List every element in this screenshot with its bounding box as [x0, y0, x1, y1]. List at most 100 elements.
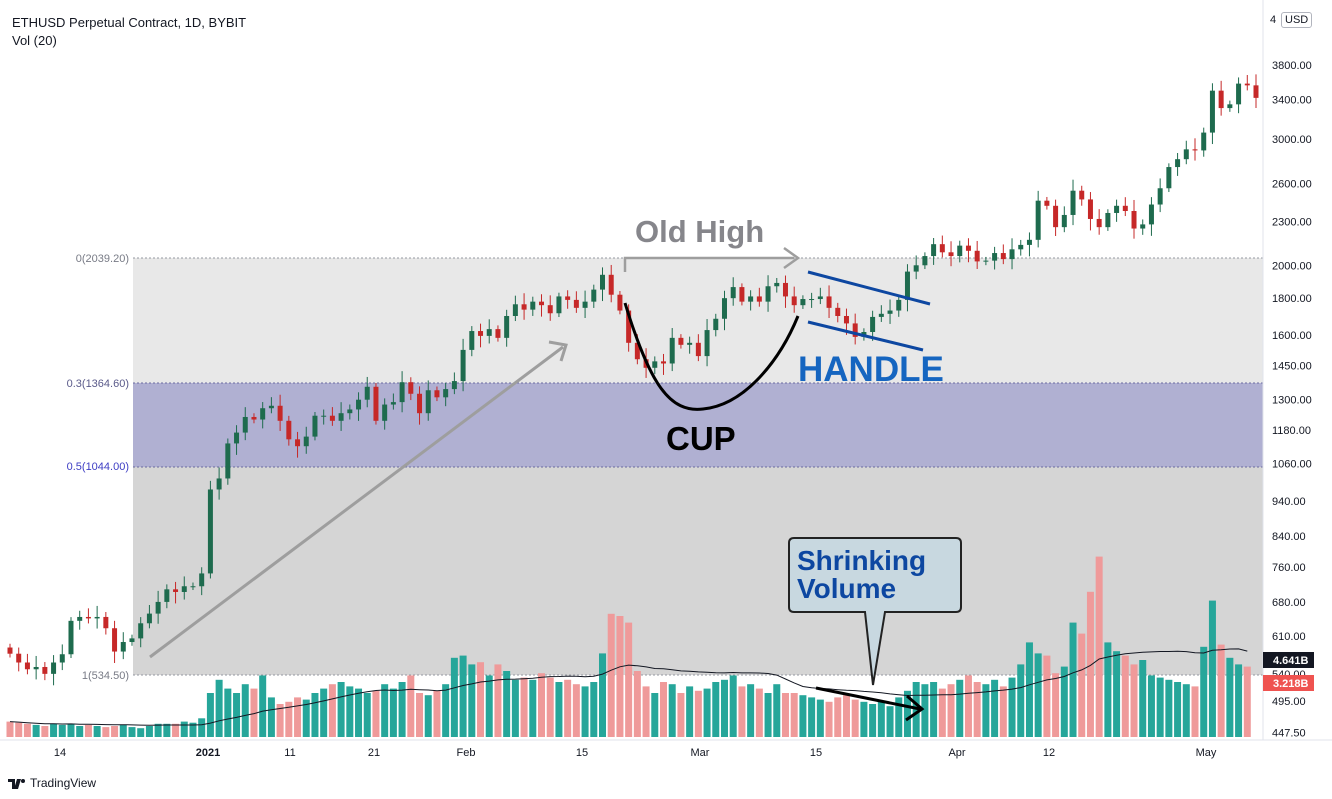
- candle-body: [251, 416, 257, 420]
- volume-bar: [1235, 664, 1243, 737]
- x-tick-label: 11: [284, 747, 295, 759]
- volume-bar: [938, 688, 946, 737]
- y-tick-label: 3800.00: [1272, 60, 1312, 72]
- candle-body: [530, 301, 536, 310]
- candle-body: [225, 443, 231, 479]
- candle-body: [896, 299, 902, 311]
- volume-bar: [189, 722, 197, 737]
- volume-bar: [991, 679, 999, 737]
- volume-bar: [747, 684, 755, 737]
- candle-body: [739, 287, 745, 302]
- candle-body: [1018, 244, 1024, 250]
- volume-bar: [973, 682, 981, 737]
- candle-body: [809, 299, 815, 301]
- volume-bar: [651, 693, 659, 737]
- chart-title: ETHUSD Perpetual Contract, 1D, BYBIT: [12, 15, 247, 30]
- volume-bar: [834, 697, 842, 737]
- candle-body: [347, 409, 353, 414]
- volume-bar: [520, 677, 528, 737]
- volume-bar: [1182, 684, 1190, 737]
- volume-bar: [1191, 686, 1199, 737]
- candle-body: [382, 404, 388, 421]
- candle-body: [904, 271, 910, 300]
- volume-bar: [416, 693, 424, 737]
- candle-body: [565, 296, 571, 300]
- candle-body: [1131, 211, 1137, 229]
- candle-body: [338, 413, 344, 421]
- volume-bar: [154, 723, 162, 737]
- volume-bar: [1034, 653, 1042, 737]
- volume-bar: [145, 726, 153, 737]
- volume-bar: [41, 726, 49, 737]
- candle-body: [451, 381, 457, 390]
- volume-bar: [433, 690, 441, 737]
- candle-body: [469, 331, 475, 350]
- currency-badge[interactable]: USD: [1281, 12, 1313, 28]
- candle-body: [1227, 104, 1233, 109]
- volume-bar: [755, 688, 763, 737]
- candle-body: [695, 342, 701, 357]
- volume-bar: [163, 723, 171, 737]
- volume-bar: [886, 706, 894, 737]
- callout-line2: Volume: [797, 573, 896, 604]
- y-tick-label: 447.50: [1272, 727, 1306, 739]
- candle-body: [992, 253, 998, 261]
- tradingview-brand[interactable]: TradingView: [8, 776, 96, 790]
- volume-bar: [947, 684, 955, 737]
- volume-bar: [477, 662, 485, 737]
- x-tick-label: Mar: [691, 747, 710, 759]
- candle-body: [1105, 212, 1111, 228]
- volume-bar: [233, 693, 241, 737]
- candle-body: [817, 296, 823, 300]
- volume-bar: [1156, 677, 1164, 737]
- volume-bar: [738, 686, 746, 737]
- candle-body: [626, 310, 632, 343]
- candle-body: [1253, 85, 1259, 98]
- candle-body: [669, 337, 675, 364]
- candle-body: [16, 653, 22, 663]
- y-tick-label: 760.00: [1272, 562, 1306, 574]
- callout-box: [788, 537, 962, 686]
- volume-bar: [1095, 556, 1103, 737]
- volume-ma-path: [9, 648, 1248, 726]
- fib-band-0.3-0.5: [133, 383, 1263, 467]
- volume-bar: [1200, 646, 1208, 737]
- volume-bar: [921, 684, 929, 737]
- candle-body: [120, 642, 126, 652]
- candle-body: [547, 305, 553, 314]
- volume-bar: [468, 664, 476, 737]
- callout-line1: Shrinking: [797, 545, 926, 576]
- y-tick-label: 1450.00: [1272, 361, 1312, 373]
- trend-arrow-head: [548, 340, 568, 362]
- volume-bar: [294, 697, 302, 737]
- volume-bar: [1165, 679, 1173, 737]
- x-tick-label: Feb: [457, 747, 476, 759]
- volume-bar: [450, 657, 458, 737]
- candle-body: [1087, 199, 1093, 219]
- candle-body: [1166, 167, 1172, 189]
- volume-ma-badge: 4.641B: [1273, 655, 1309, 667]
- volume-indicator-label[interactable]: Vol (20): [12, 33, 57, 48]
- candle-body: [504, 315, 510, 338]
- volume-bar: [84, 724, 92, 737]
- y-tick-label: 2600.00: [1272, 178, 1312, 190]
- volume-bar: [607, 613, 615, 737]
- candle-body: [826, 296, 832, 308]
- volume-bar: [111, 726, 119, 737]
- candle-body: [460, 349, 466, 382]
- candle-body: [965, 245, 971, 251]
- volume-bar: [956, 679, 964, 737]
- candle-body: [155, 601, 161, 614]
- candle-body: [329, 415, 335, 421]
- volume-bar: [102, 727, 110, 737]
- candle-body: [887, 310, 893, 314]
- volume-bar: [459, 655, 467, 737]
- volume-bar: [76, 726, 84, 737]
- candle-body: [364, 386, 370, 400]
- candles: [7, 74, 1259, 686]
- volume-bar: [328, 684, 336, 737]
- old-high-bracket: [623, 256, 794, 272]
- cup-label: CUP: [666, 420, 736, 457]
- volume-bar: [224, 688, 232, 737]
